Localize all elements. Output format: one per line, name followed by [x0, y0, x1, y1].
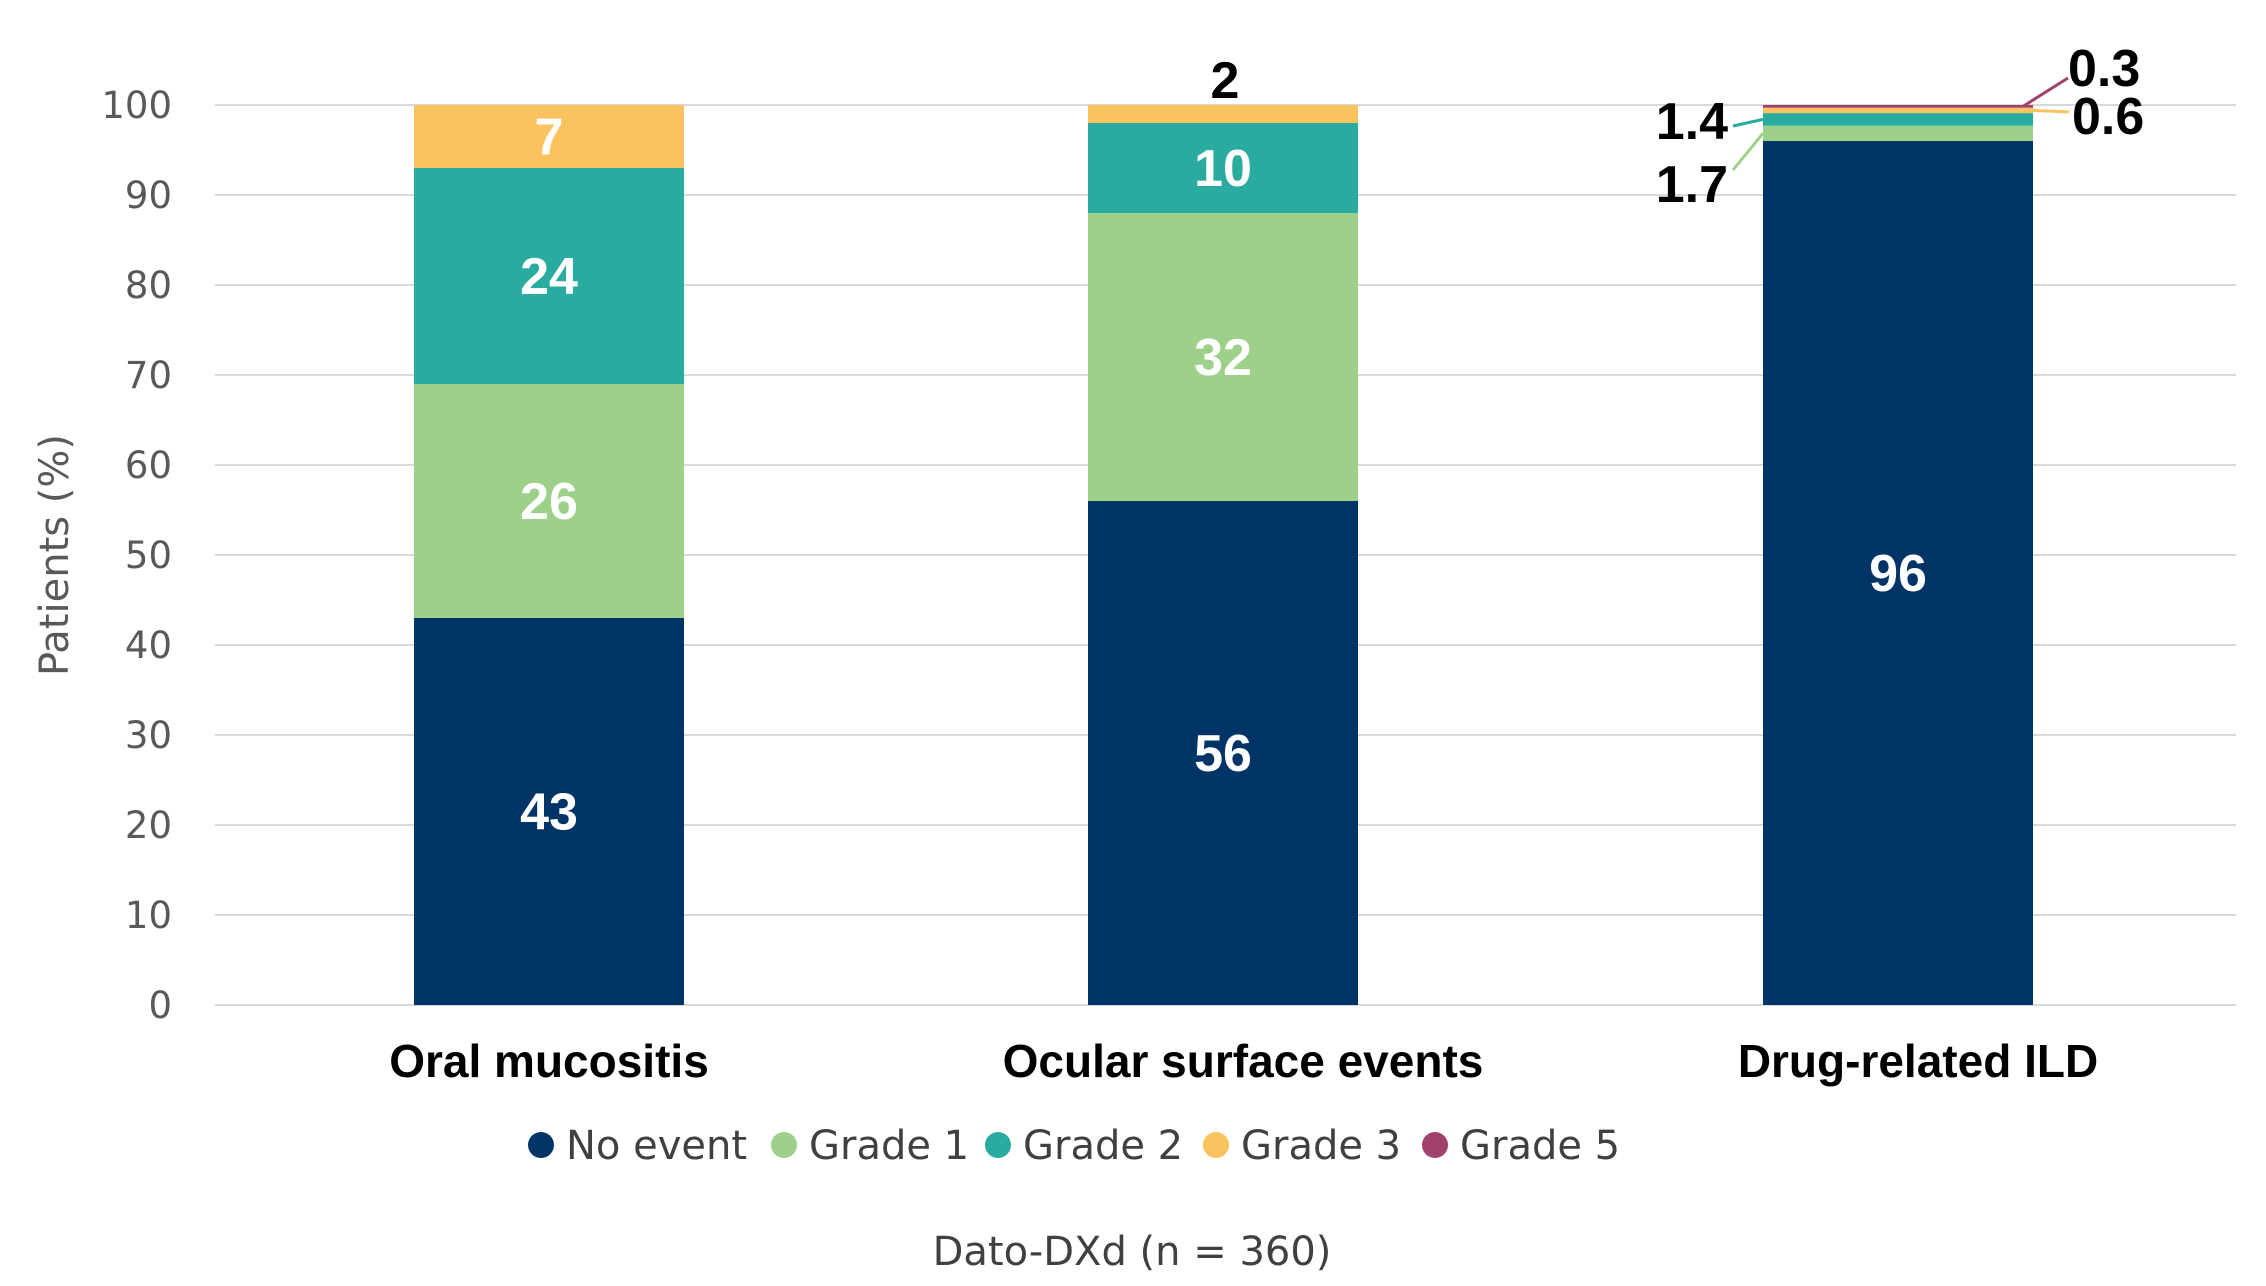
y-tick-label: 60 — [125, 444, 172, 487]
legend-marker — [1422, 1132, 1448, 1158]
category-labels: Oral mucositis Ocular surface events Drug-… — [389, 1035, 2098, 1087]
y-tick-label: 0 — [148, 984, 172, 1027]
category-label: Oral mucositis — [389, 1035, 709, 1087]
leader-line — [1731, 132, 1765, 171]
legend-marker — [528, 1132, 554, 1158]
y-tick-label: 50 — [125, 534, 172, 577]
data-label: 1.7 — [1656, 156, 1728, 214]
data-label: 0.3 — [2068, 40, 2140, 98]
leader-line — [2022, 76, 2069, 108]
bar-segment — [1088, 213, 1358, 501]
legend-marker — [771, 1132, 797, 1158]
bar-segment — [414, 168, 684, 384]
y-tick-label: 40 — [125, 624, 172, 667]
y-tick-label: 30 — [125, 714, 172, 757]
y-tick-label: 10 — [125, 894, 172, 937]
bar-segment — [414, 105, 684, 168]
bar-segment — [414, 384, 684, 618]
bar-segment — [414, 618, 684, 1005]
bar-segment — [1763, 105, 2033, 108]
legend-marker — [1203, 1132, 1229, 1158]
data-label: 1.4 — [1656, 93, 1728, 151]
category-label: Ocular surface events — [1003, 1035, 1484, 1087]
category-label: Drug-related ILD — [1738, 1035, 2098, 1087]
data-label: 56 — [1194, 725, 1252, 783]
legend-label: No event — [566, 1123, 747, 1169]
leader-line — [1732, 117, 1764, 128]
y-axis-label: Patients (%) — [32, 434, 78, 676]
legend-label: Grade 3 — [1241, 1123, 1401, 1169]
data-label: 7 — [535, 109, 564, 167]
legend: No event Grade 1 Grade 2 Grade 3 Grade 5 — [528, 1123, 1620, 1169]
bar-segment — [1088, 105, 1358, 123]
bar-segment — [1088, 123, 1358, 213]
legend-label: Grade 2 — [1023, 1123, 1183, 1169]
leader-line — [2032, 108, 2070, 114]
bars — [414, 105, 2033, 1005]
x-axis-title: Dato-DXd (n = 360) — [933, 1229, 1332, 1275]
bar-segment — [1763, 113, 2033, 126]
legend-label: Grade 1 — [809, 1123, 969, 1169]
data-label: 32 — [1194, 329, 1252, 387]
y-tick-label: 70 — [125, 354, 172, 397]
data-label: 24 — [520, 248, 578, 306]
legend-marker — [985, 1132, 1011, 1158]
data-label: 2 — [1211, 52, 1240, 110]
data-label: 10 — [1194, 140, 1252, 198]
data-label: 26 — [520, 473, 578, 531]
data-labels: 43 26 24 7 56 32 10 2 96 1.71.4 0.60.3 — [520, 40, 2144, 842]
bar-segment — [1763, 141, 2033, 1005]
y-tick-labels: 0 10 20 30 40 50 60 70 80 90 100 — [101, 84, 172, 1027]
legend-label: Grade 5 — [1460, 1123, 1620, 1169]
y-tick-label: 20 — [125, 804, 172, 847]
data-label: 96 — [1869, 545, 1927, 603]
bar-segment — [1763, 125, 2033, 141]
y-tick-label: 100 — [101, 84, 172, 127]
y-tick-label: 80 — [125, 264, 172, 307]
data-label: 43 — [520, 784, 578, 842]
bar-segment — [1088, 501, 1358, 1005]
y-tick-label: 90 — [125, 174, 172, 217]
data-label: 0.6 — [2072, 88, 2144, 146]
bar-segment — [1763, 107, 2033, 114]
